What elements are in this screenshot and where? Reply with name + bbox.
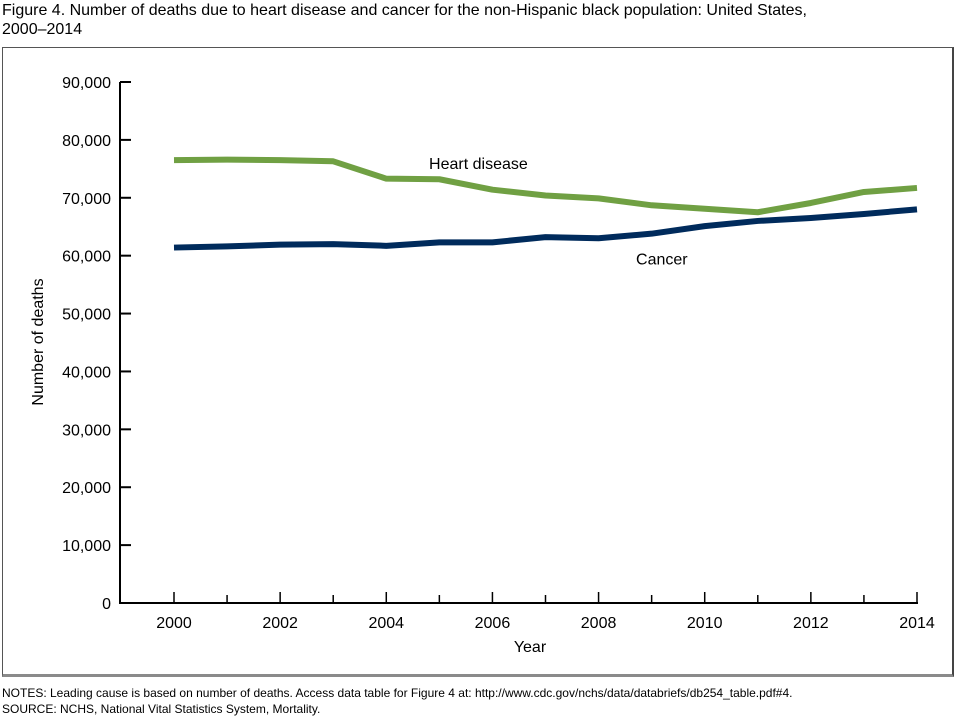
notes: NOTES: Leading cause is based on number … [2, 685, 792, 717]
x-tick-label: 2014 [899, 615, 935, 632]
x-tick-label: 2010 [687, 615, 723, 632]
y-tick-label: 60,000 [62, 249, 111, 266]
x-tick-label: 2008 [581, 615, 617, 632]
series-labels: Heart disease Cancer [429, 156, 688, 269]
x-tick-label: 2000 [156, 615, 192, 632]
y-tick-label: 50,000 [62, 307, 111, 324]
y-tick-label: 20,000 [62, 480, 111, 497]
source-text: SOURCE: NCHS, National Vital Statistics … [2, 702, 321, 716]
x-tick-label: 2006 [475, 615, 511, 632]
figure-title-line-2: 2000–2014 [2, 21, 83, 38]
y-axis-label: Number of deaths [30, 278, 47, 405]
series-line-cancer [173, 206, 918, 251]
chart-frame [2, 47, 954, 677]
y-tick-label: 0 [102, 596, 111, 613]
y-tick-label: 30,000 [62, 422, 111, 439]
figure-title-line-1: Figure 4. Number of deaths due to heart … [2, 2, 807, 19]
y-tick-label: 70,000 [62, 191, 111, 208]
x-tick-label: 2012 [793, 615, 829, 632]
y-tick-label: 90,000 [62, 75, 111, 92]
series-line-heart-disease [173, 156, 918, 216]
y-tick-label: 10,000 [62, 538, 111, 555]
notes-text: NOTES: Leading cause is based on number … [2, 686, 793, 700]
x-tick-label: 2002 [262, 615, 298, 632]
series-lines [173, 156, 918, 251]
y-tick-label: 80,000 [62, 133, 111, 150]
label-cancer: Cancer [636, 252, 688, 269]
label-heart-disease: Heart disease [429, 156, 528, 173]
x-axis-label: Year [514, 639, 547, 656]
y-tick-label: 40,000 [62, 364, 111, 381]
x-tick-label: 2004 [368, 615, 404, 632]
axes: 0 10,000 20,000 30,000 40,000 50,000 60,000 70,… [62, 75, 935, 632]
figure-title: Figure 4. Number of deaths due to heart … [2, 1, 952, 39]
